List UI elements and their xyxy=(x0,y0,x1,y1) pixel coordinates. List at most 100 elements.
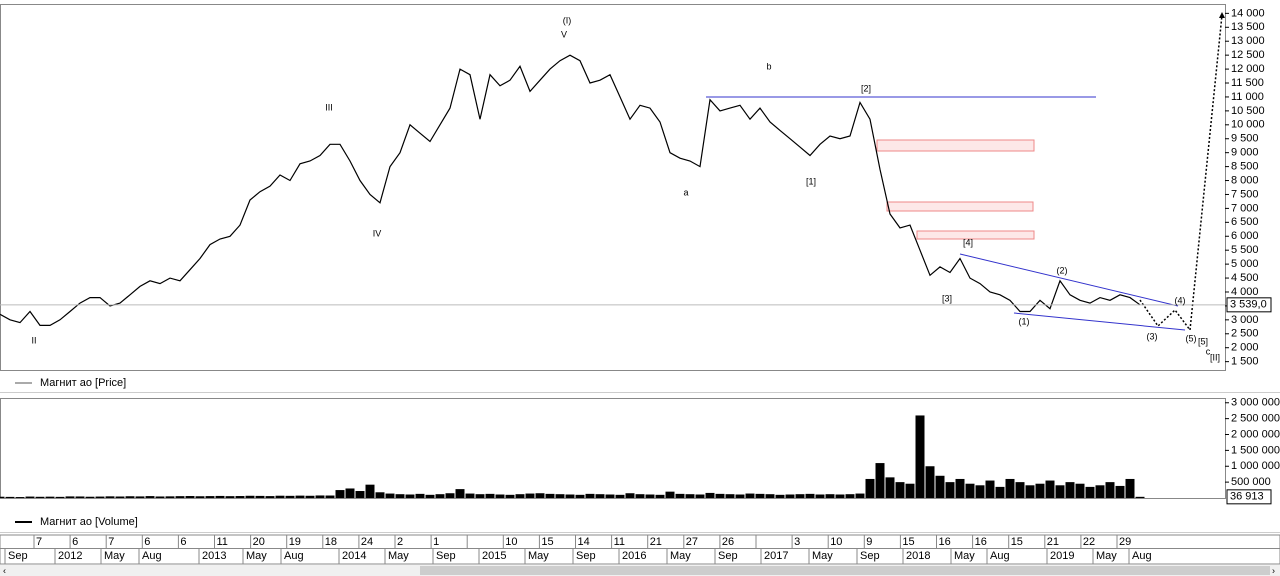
volume-bar xyxy=(205,496,215,498)
x-day-label: 16 xyxy=(939,536,951,548)
y-tick-label: 6 500 xyxy=(1231,216,1259,228)
wave-label: [1] xyxy=(806,176,816,186)
wave-label: V xyxy=(561,29,567,39)
wave-label: [4] xyxy=(963,237,973,247)
volume-bar xyxy=(1025,485,1035,498)
y-tick-label: 13 500 xyxy=(1231,21,1265,33)
x-period-label: 2019 xyxy=(1050,550,1074,562)
volume-bar xyxy=(935,475,945,498)
wave-label: b xyxy=(766,61,771,71)
x-period-label: May xyxy=(388,550,409,562)
volume-bar xyxy=(225,496,235,498)
last-value-box xyxy=(1226,489,1272,505)
volume-bar xyxy=(825,494,835,498)
volume-bar xyxy=(675,493,685,498)
scroll-left[interactable]: ‹ xyxy=(3,565,6,575)
volume-bar xyxy=(155,496,165,498)
x-period-label: Aug xyxy=(1132,550,1152,562)
y-tick-label: 2 000 000 xyxy=(1231,428,1280,440)
x-day-label: 9 xyxy=(866,536,872,548)
legend-label: Магнит ао [Volume] xyxy=(40,516,138,528)
volume-bar xyxy=(405,494,415,498)
x-period-label: 2013 xyxy=(202,550,226,562)
y-tick-label: 4 500 xyxy=(1231,272,1259,284)
x-day-label: 1 xyxy=(433,536,439,548)
x-day-label: 15 xyxy=(1011,536,1023,548)
volume-bar xyxy=(375,492,385,498)
volume-bar xyxy=(1105,482,1115,498)
y-tick-label: 2 500 xyxy=(1231,328,1259,340)
y-tick-label: 10 000 xyxy=(1231,119,1265,131)
wave-label: (4) xyxy=(1175,295,1186,305)
volume-bar xyxy=(695,494,705,498)
volume-bar xyxy=(325,495,335,498)
volume-bar xyxy=(335,490,345,498)
volume-bar xyxy=(615,494,625,498)
volume-bar xyxy=(1075,483,1085,498)
wave-label: a xyxy=(683,187,688,197)
volume-bar xyxy=(605,494,615,498)
volume-bar xyxy=(5,496,15,498)
volume-bar xyxy=(875,463,885,498)
x-day-label: 21 xyxy=(1047,536,1059,548)
volume-bar xyxy=(425,494,435,498)
x-day-label: 15 xyxy=(902,536,914,548)
x-period-label: 2016 xyxy=(622,550,646,562)
volume-bar xyxy=(545,493,555,498)
volume-bar xyxy=(885,477,895,498)
volume-bar xyxy=(35,496,45,498)
volume-bar xyxy=(115,496,125,498)
volume-bar xyxy=(1065,482,1075,498)
volume-bar xyxy=(1005,478,1015,498)
volume-bar xyxy=(355,491,365,498)
volume-bar xyxy=(65,496,75,498)
wave-label: c xyxy=(1206,346,1211,356)
volume-bar xyxy=(855,493,865,498)
x-day-label: 18 xyxy=(325,536,337,548)
volume-bar xyxy=(985,480,995,498)
scrollbar-thumb[interactable] xyxy=(420,566,1270,575)
volume-bar xyxy=(295,495,305,498)
volume-bar xyxy=(75,496,85,498)
y-tick-label: 7 000 xyxy=(1231,202,1259,214)
x-period-label: Sep xyxy=(860,550,880,562)
volume-bar xyxy=(45,496,55,498)
volume-bar xyxy=(1015,482,1025,498)
x-day-label: 10 xyxy=(830,536,842,548)
volume-bar xyxy=(965,483,975,498)
volume-bar xyxy=(1045,480,1055,498)
wave-label: III xyxy=(325,102,333,112)
y-tick-label: 5 500 xyxy=(1231,244,1259,256)
x-day-label: 19 xyxy=(289,536,301,548)
zone xyxy=(886,201,1034,212)
volume-bar xyxy=(395,494,405,498)
x-day-label: 7 xyxy=(36,536,42,548)
y-tick-label: 7 500 xyxy=(1231,188,1259,200)
volume-bar xyxy=(815,494,825,498)
volume-bar xyxy=(635,494,645,498)
wave-label: (1) xyxy=(1019,316,1030,326)
volume-bar xyxy=(505,494,515,498)
volume-bar xyxy=(945,482,955,498)
volume-bar xyxy=(275,495,285,498)
channel-line xyxy=(959,253,1179,307)
y-tick-label: 3 000 xyxy=(1231,314,1259,326)
x-day-label: 6 xyxy=(180,536,186,548)
volume-bar xyxy=(465,493,475,498)
x-day-label: 6 xyxy=(72,536,78,548)
volume-pane xyxy=(0,398,1226,499)
volume-bar xyxy=(215,495,225,498)
volume-bar xyxy=(735,494,745,498)
volume-bar xyxy=(575,494,585,498)
last-value-box xyxy=(1226,297,1272,313)
y-tick-label: 11 500 xyxy=(1231,77,1264,89)
scroll-right[interactable]: › xyxy=(1272,565,1275,575)
volume-bar xyxy=(1055,485,1065,498)
y-tick-label: 4 000 xyxy=(1231,286,1259,298)
wave-label: II xyxy=(31,335,36,345)
x-day-label: 7 xyxy=(108,536,114,548)
y-tick-label: 2 500 000 xyxy=(1231,413,1280,425)
volume-bar xyxy=(305,495,315,498)
volume-bar xyxy=(1035,483,1045,498)
